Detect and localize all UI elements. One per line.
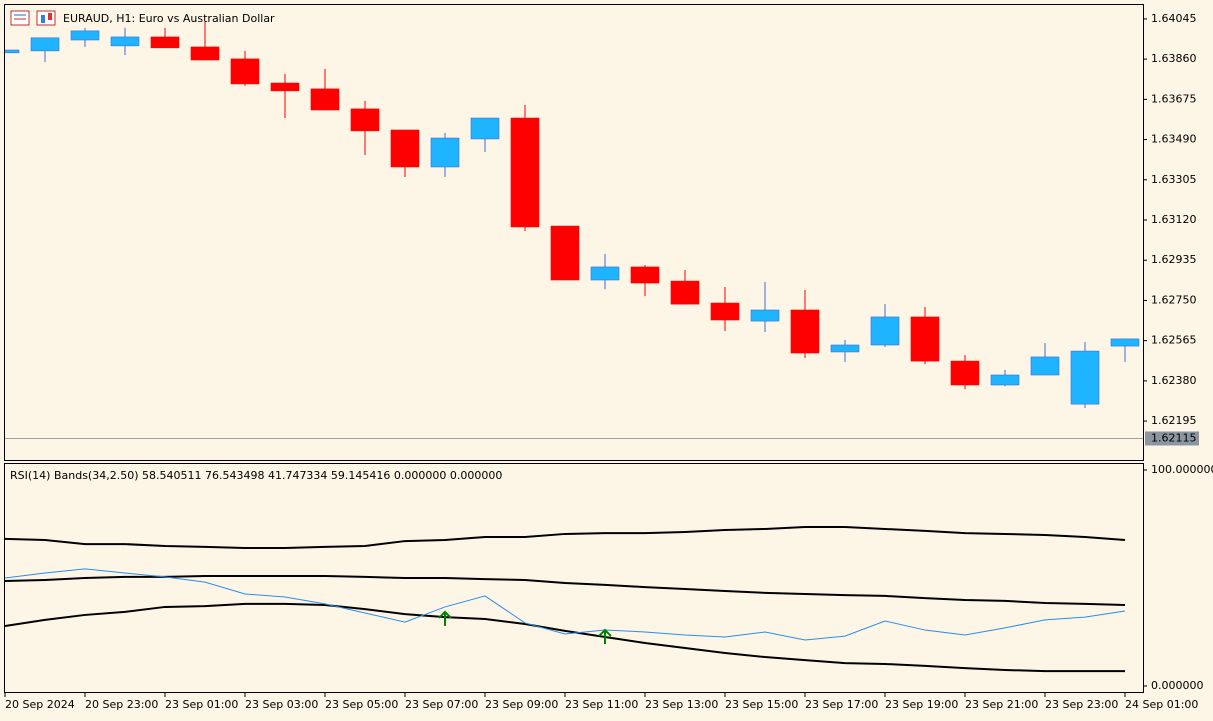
candle-body <box>590 266 620 281</box>
y-tick-label: 1.62750 <box>1151 293 1197 306</box>
x-tick-label: 23 Sep 07:00 <box>405 698 478 711</box>
x-tick-label: 23 Sep 05:00 <box>325 698 398 711</box>
candle-body <box>830 344 860 353</box>
candle-body <box>750 309 780 322</box>
x-tick-label: 23 Sep 15:00 <box>725 698 798 711</box>
indicator-title: RSI(14) Bands(34,2.50) 58.540511 76.5434… <box>10 469 502 482</box>
signal-arrow <box>598 628 612 645</box>
main-frame <box>4 4 1144 461</box>
x-tick-label: 23 Sep 19:00 <box>885 698 958 711</box>
x-tick-label: 23 Sep 21:00 <box>965 698 1038 711</box>
candle-body <box>950 360 980 386</box>
candle-body <box>670 280 700 305</box>
candle-body <box>870 316 900 346</box>
icon <box>48 13 52 20</box>
indicator-line <box>5 568 1126 641</box>
indicator-line <box>5 575 1126 606</box>
x-tick-label: 23 Sep 03:00 <box>245 698 318 711</box>
candle-body <box>190 46 220 61</box>
plot-area <box>5 526 1126 673</box>
y-tick-label: 1.63305 <box>1151 173 1197 186</box>
y-tick-label: 1.63860 <box>1151 52 1197 65</box>
x-tick-label: 23 Sep 01:00 <box>165 698 238 711</box>
candle-body <box>30 37 60 52</box>
candle-body <box>910 316 940 362</box>
x-tick-label: 23 Sep 11:00 <box>565 698 638 711</box>
candle-body <box>70 30 100 41</box>
candle-body <box>550 225 580 281</box>
y-tick-label: 1.62935 <box>1151 253 1197 266</box>
candle-body <box>510 117 540 228</box>
x-tick-label: 23 Sep 23:00 <box>1045 698 1118 711</box>
plot-area <box>5 21 1140 409</box>
x-tick-label: 23 Sep 09:00 <box>485 698 558 711</box>
y-tick-label: 100.000000 <box>1151 463 1213 476</box>
icon <box>10 10 30 26</box>
icon <box>41 15 45 23</box>
candle-body <box>1110 338 1140 347</box>
icon <box>36 10 56 26</box>
candle-body <box>390 129 420 168</box>
candle-body <box>310 88 340 111</box>
candle-body <box>630 266 660 284</box>
y-tick-label: 1.62380 <box>1151 374 1197 387</box>
candle-body <box>270 82 300 92</box>
candle-body <box>110 36 140 47</box>
y-tick-label: 1.64045 <box>1151 12 1197 25</box>
price-tag <box>1145 431 1199 446</box>
toolbar-icons <box>10 10 56 26</box>
y-tick-label: 1.63675 <box>1151 92 1197 105</box>
x-tick-label: 23 Sep 13:00 <box>645 698 718 711</box>
x-tick-label: 20 Sep 23:00 <box>85 698 158 711</box>
x-tick-label: 20 Sep 2024 <box>5 698 75 711</box>
candle-body <box>470 117 500 140</box>
candle-body <box>1030 356 1060 376</box>
chart-title: EURAUD, H1: Euro vs Australian Dollar <box>63 12 275 25</box>
y-tick-label: 1.63120 <box>1151 213 1197 226</box>
candle-body <box>350 108 380 132</box>
candle-body <box>230 58 260 85</box>
y-tick-label: 1.63490 <box>1151 133 1197 146</box>
candle-body <box>710 302 740 321</box>
candle-body <box>990 374 1020 386</box>
y-tick-label: 0.000000 <box>1151 679 1204 692</box>
rsi-frame <box>4 463 1144 693</box>
candle-body <box>430 137 460 168</box>
candle-body <box>790 309 820 354</box>
y-tick-label: 1.62565 <box>1151 334 1197 347</box>
candle-body <box>150 36 180 49</box>
price-label: 1.62115 <box>1151 431 1197 444</box>
candle-body <box>1070 350 1100 405</box>
indicator-line <box>5 526 1126 549</box>
signal-arrow <box>438 610 452 626</box>
x-tick-label: 24 Sep 01:00 <box>1125 698 1198 711</box>
candle-body <box>5 49 20 54</box>
indicator-line <box>5 602 1125 673</box>
y-tick-label: 1.62195 <box>1151 414 1197 427</box>
x-tick-label: 23 Sep 17:00 <box>805 698 878 711</box>
